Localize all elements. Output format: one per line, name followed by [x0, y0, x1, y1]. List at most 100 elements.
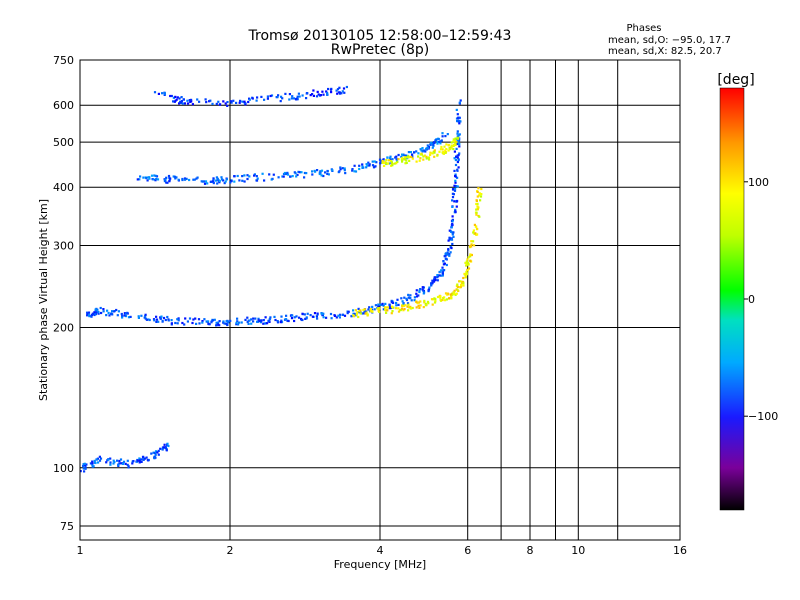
data-point: [472, 240, 475, 243]
data-point: [218, 324, 221, 327]
data-point: [450, 224, 453, 227]
y-tick-label: 100: [53, 462, 74, 475]
data-point: [363, 308, 366, 311]
data-point: [327, 87, 330, 91]
data-point: [450, 226, 453, 229]
data-point: [290, 317, 294, 320]
data-point: [455, 155, 458, 158]
data-point: [371, 160, 374, 163]
data-point: [243, 174, 246, 177]
data-point: [467, 263, 470, 266]
data-point: [109, 463, 112, 466]
data-point: [298, 171, 301, 174]
data-point: [433, 301, 437, 304]
data-point: [253, 173, 256, 176]
data-point: [232, 99, 235, 102]
data-point: [476, 190, 479, 193]
data-point: [322, 316, 325, 319]
data-point: [418, 290, 421, 294]
data-point: [138, 457, 141, 460]
data-point: [157, 92, 160, 95]
data-point: [246, 316, 249, 319]
data-point: [247, 100, 250, 104]
data-point: [400, 155, 403, 158]
data-point: [447, 248, 450, 251]
data-point: [426, 300, 430, 303]
data-point: [296, 173, 299, 176]
data-point: [176, 318, 179, 321]
data-point: [379, 162, 382, 165]
data-point: [409, 297, 412, 300]
data-point: [192, 178, 195, 181]
data-point: [225, 178, 228, 181]
data-point: [295, 315, 298, 318]
data-point: [434, 139, 437, 142]
data-point: [439, 299, 443, 302]
data-point: [476, 228, 479, 231]
data-point: [394, 156, 397, 159]
data-point: [211, 102, 214, 105]
data-point: [366, 313, 369, 316]
data-point: [401, 160, 404, 163]
data-point: [215, 102, 218, 105]
data-point: [448, 254, 451, 257]
data-point: [166, 181, 169, 184]
data-point: [454, 179, 457, 182]
data-point: [389, 155, 392, 158]
data-point: [456, 132, 459, 135]
data-point: [458, 152, 461, 155]
data-point: [454, 174, 457, 178]
data-point: [458, 122, 461, 125]
data-point: [466, 269, 469, 272]
data-point: [137, 315, 140, 318]
data-point: [388, 305, 391, 308]
data-point: [303, 313, 306, 316]
data-point: [316, 317, 319, 320]
data-point: [257, 320, 260, 323]
data-point: [446, 253, 449, 256]
data-point: [305, 97, 308, 100]
data-point: [373, 308, 376, 311]
data-point: [407, 309, 410, 312]
data-point: [300, 171, 303, 174]
data-point: [102, 310, 105, 313]
data-point: [109, 457, 112, 460]
data-point: [379, 159, 383, 163]
data-point: [203, 318, 206, 321]
data-point: [450, 141, 453, 144]
data-point: [355, 313, 358, 316]
data-point: [449, 148, 452, 151]
data-point: [459, 286, 462, 289]
x-tick-label: 10: [571, 544, 585, 557]
data-point: [438, 274, 441, 277]
data-point: [233, 175, 236, 178]
data-point: [166, 442, 169, 445]
data-point: [421, 286, 424, 289]
data-point: [425, 155, 428, 158]
data-point: [153, 457, 156, 460]
data-point: [177, 317, 180, 320]
data-point: [417, 301, 420, 304]
data-point: [403, 296, 406, 299]
data-point: [172, 100, 175, 103]
data-point: [462, 282, 465, 285]
data-point: [215, 324, 218, 327]
data-point: [444, 149, 447, 152]
data-point: [181, 102, 184, 105]
data-point: [86, 311, 89, 314]
data-point: [298, 316, 301, 319]
data-point: [226, 104, 229, 107]
data-point: [368, 163, 371, 166]
data-point: [405, 156, 408, 159]
data-point: [146, 179, 149, 182]
data-point: [248, 98, 251, 101]
data-point: [238, 101, 241, 104]
data-point: [406, 302, 410, 305]
data-point: [255, 175, 258, 178]
data-point: [256, 96, 259, 99]
data-point: [301, 312, 304, 315]
data-point: [279, 100, 282, 103]
data-point: [333, 314, 336, 317]
data-point: [341, 167, 344, 170]
data-point: [459, 280, 462, 283]
